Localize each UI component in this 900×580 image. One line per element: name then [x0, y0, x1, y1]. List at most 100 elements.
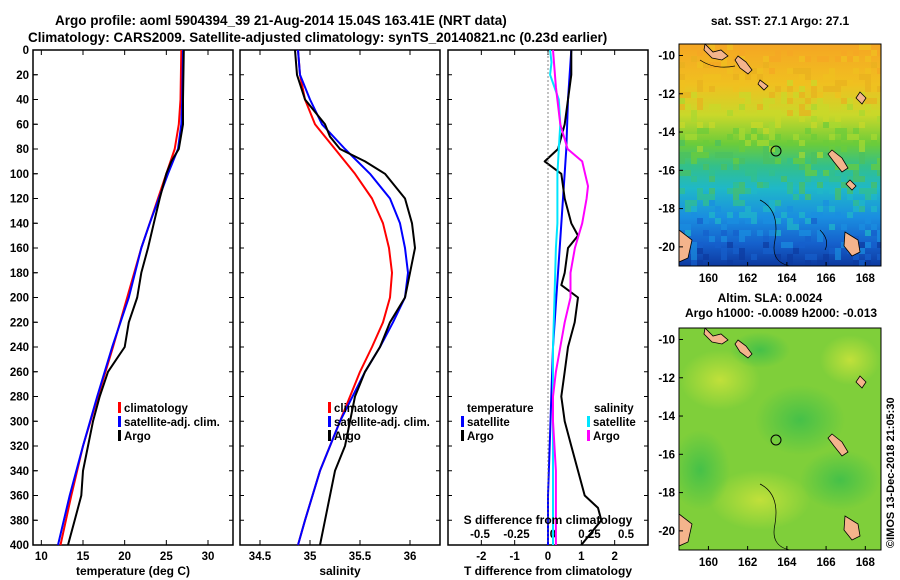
- sst-pixel: [865, 44, 871, 50]
- sst-pixel: [715, 242, 721, 248]
- sst-pixel: [697, 62, 703, 68]
- sst-pixel: [829, 188, 835, 194]
- sst-pixel: [751, 134, 757, 140]
- sst-pixel: [751, 188, 757, 194]
- sst-pixel: [691, 254, 697, 260]
- sst-pixel: [775, 56, 781, 62]
- sst-pixel: [877, 230, 881, 236]
- sst-pixel: [775, 110, 781, 116]
- sst-pixel: [805, 254, 811, 260]
- sst-pixel: [871, 110, 877, 116]
- series-t-satellite: [547, 49, 573, 545]
- sst-pixel: [793, 68, 799, 74]
- sst-pixel: [799, 212, 805, 218]
- depth-tick-label: 0: [23, 45, 29, 57]
- sst-pixel: [847, 212, 853, 218]
- sst-pixel: [715, 218, 721, 224]
- salinity-ticks: 34.5 35 35.5 36: [240, 49, 440, 563]
- sst-pixel: [697, 50, 703, 56]
- sst-pixel: [787, 188, 793, 194]
- sst-pixel: [679, 188, 685, 194]
- sst-pixel: [679, 140, 685, 146]
- sst-pixel: [835, 128, 841, 134]
- sst-pixel: [775, 254, 781, 260]
- sst-pixel: [697, 128, 703, 134]
- sst-pixel: [805, 164, 811, 170]
- sst-pixel: [859, 260, 865, 266]
- sst-pixel: [697, 260, 703, 266]
- sst-pixel: [697, 86, 703, 92]
- sst-pixel: [691, 134, 697, 140]
- sst-pixel: [805, 98, 811, 104]
- sst-pixel: [799, 116, 805, 122]
- sla-anomaly: [820, 335, 880, 385]
- island: [845, 179, 857, 191]
- sst-pixel: [745, 170, 751, 176]
- island: [703, 44, 729, 61]
- sst-pixel: [841, 182, 847, 188]
- sst-map-ticks: 160 162 164 166 168 -10 -12 -14 -16 -18 -20: [658, 50, 875, 285]
- sst-pixel: [769, 206, 775, 212]
- sst-pixel: [787, 50, 793, 56]
- sst-pixel: [679, 122, 685, 128]
- sst-pixel: [691, 56, 697, 62]
- sst-pixel: [757, 230, 763, 236]
- sst-contours: [699, 59, 827, 266]
- sst-pixel: [679, 152, 685, 158]
- difference-salinity-legend: salinity satellite Argo: [587, 403, 636, 443]
- sst-pixel: [733, 74, 739, 80]
- sst-pixel: [799, 188, 805, 194]
- legend-label-climatology: climatology: [124, 403, 189, 415]
- sst-pixel: [733, 128, 739, 134]
- sst-pixel: [787, 98, 793, 104]
- sst-pixel: [733, 188, 739, 194]
- sst-pixel: [727, 110, 733, 116]
- sst-pixel: [811, 116, 817, 122]
- sst-pixel: [745, 164, 751, 170]
- sst-pixel: [679, 170, 685, 176]
- sst-pixel: [871, 86, 877, 92]
- sst-pixel: [733, 194, 739, 200]
- x-tick-label: -1: [510, 551, 521, 563]
- sst-pixel: [787, 254, 793, 260]
- sst-pixel: [817, 56, 823, 62]
- sst-pixel: [817, 104, 823, 110]
- sla-map-title-1: Altim. SLA: 0.0024: [718, 291, 823, 305]
- sst-pixel: [871, 242, 877, 248]
- sst-pixel: [841, 146, 847, 152]
- sst-pixel: [709, 212, 715, 218]
- sst-land: [679, 44, 867, 263]
- x-tick-label: 15: [77, 551, 90, 563]
- sst-pixel: [835, 44, 841, 50]
- sst-pixel: [739, 248, 745, 254]
- sst-pixel: [853, 254, 859, 260]
- sst-pixel: [733, 218, 739, 224]
- sst-pixel: [811, 80, 817, 86]
- lat-tick-label: -20: [658, 242, 675, 254]
- sla-anomaly: [679, 430, 730, 510]
- sst-pixel: [823, 104, 829, 110]
- lon-tick-label: 168: [856, 557, 876, 569]
- sst-pixel: [697, 248, 703, 254]
- sst-pixel: [823, 200, 829, 206]
- sst-pixel: [703, 230, 709, 236]
- sst-pixel: [829, 134, 835, 140]
- sst-pixel: [763, 218, 769, 224]
- sst-pixel: [727, 242, 733, 248]
- sst-pixel: [679, 158, 685, 164]
- sst-pixel: [709, 74, 715, 80]
- sst-pixel: [805, 170, 811, 176]
- lon-tick-label: 164: [777, 273, 797, 285]
- sla-map-frame: [678, 327, 882, 551]
- sst-pixel: [817, 236, 823, 242]
- sst-pixel: [691, 206, 697, 212]
- lat-tick-label: -14: [658, 411, 675, 423]
- sst-pixel: [691, 158, 697, 164]
- difference-xlabel: T difference from climatology: [464, 564, 632, 578]
- series-climatology: [297, 49, 393, 546]
- island: [843, 231, 861, 257]
- sst-pixel: [799, 80, 805, 86]
- sst-pixel: [835, 80, 841, 86]
- sst-pixel: [805, 110, 811, 116]
